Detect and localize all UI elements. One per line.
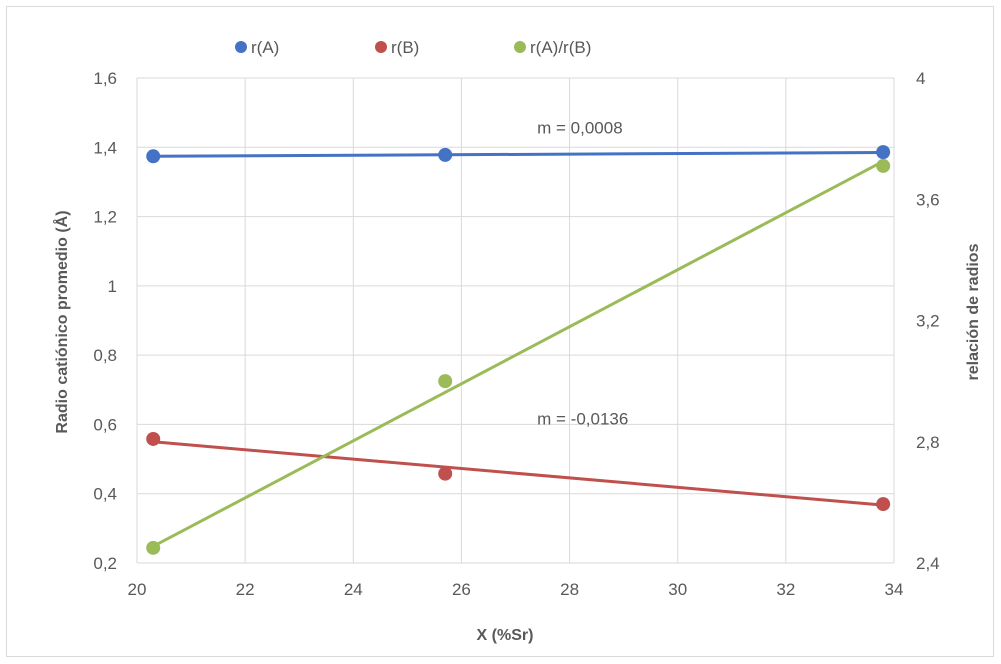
- data-points: [146, 145, 891, 555]
- x-tick-label: 26: [452, 580, 471, 599]
- trendline-r-a: [153, 150, 884, 158]
- trendline-r-a-r-b: [152, 160, 884, 548]
- trendline-r-b: [153, 440, 884, 507]
- legend-marker-r-a: [235, 41, 247, 53]
- x-tick-label: 22: [236, 580, 255, 599]
- y-tick-label: 0,8: [93, 346, 117, 365]
- y2-tick-label: 2,8: [916, 433, 940, 452]
- x-tick-labels: 20 22 24 26 28 30 32 34: [128, 580, 904, 599]
- data-point-r-a: [876, 145, 891, 160]
- legend-label-r-b: r(B): [391, 38, 419, 57]
- y2-tick-label: 3,2: [916, 312, 940, 331]
- y-tick-label: 0,6: [93, 415, 117, 434]
- y-tick-label: 1,2: [93, 208, 117, 227]
- legend-label-r-a-r-b: r(A)/r(B): [530, 38, 591, 57]
- x-tick-label: 24: [344, 580, 363, 599]
- x-tick-label: 30: [668, 580, 687, 599]
- data-point-r-a: [438, 147, 453, 162]
- chart-frame: [6, 6, 994, 657]
- annotations: m = 0,0008 m = -0,0136: [537, 118, 628, 428]
- slope-annotation-r-a: m = 0,0008: [537, 118, 623, 137]
- data-point-r-b: [438, 466, 453, 481]
- y-axis-title: Radio catiónico promedio (Å): [52, 210, 71, 433]
- legend-label-r-a: r(A): [251, 38, 279, 57]
- y2-tick-label: 2,4: [916, 554, 940, 573]
- y-tick-label: 1,4: [93, 138, 117, 157]
- data-point-r-a-r-b: [146, 540, 161, 555]
- data-point-r-b: [876, 497, 891, 512]
- trendlines: [152, 150, 884, 548]
- x-tick-label: 28: [560, 580, 579, 599]
- y-tick-labels: 0,2 0,4 0,6 0,8 1 1,2 1,4 1,6: [93, 69, 117, 573]
- y2-tick-label: 3,6: [916, 190, 940, 209]
- x-axis-title: X (%Sr): [477, 627, 534, 644]
- y-tick-label: 0,4: [93, 485, 117, 504]
- y-tick-label: 1,6: [93, 69, 117, 88]
- legend-marker-r-b: [375, 41, 387, 53]
- x-tick-label: 34: [885, 580, 904, 599]
- slope-annotation-r-b: m = -0,0136: [537, 409, 628, 428]
- y-tick-label: 1: [108, 277, 117, 296]
- y2-axis-title: relación de radios: [965, 243, 982, 380]
- y2-tick-labels: 2,4 2,8 3,2 3,6 4: [916, 69, 940, 573]
- y-tick-label: 0,2: [93, 554, 117, 573]
- legend: r(A) r(B) r(A)/r(B): [235, 38, 591, 57]
- y2-tick-label: 4: [916, 69, 925, 88]
- data-point-r-b: [146, 431, 161, 446]
- x-tick-label: 32: [776, 580, 795, 599]
- data-point-r-a: [146, 149, 161, 164]
- data-point-r-a-r-b: [876, 158, 891, 173]
- data-point-r-a-r-b: [438, 374, 453, 389]
- legend-marker-r-a-r-b: [514, 41, 526, 53]
- grid: [136, 77, 895, 564]
- x-tick-label: 20: [128, 580, 147, 599]
